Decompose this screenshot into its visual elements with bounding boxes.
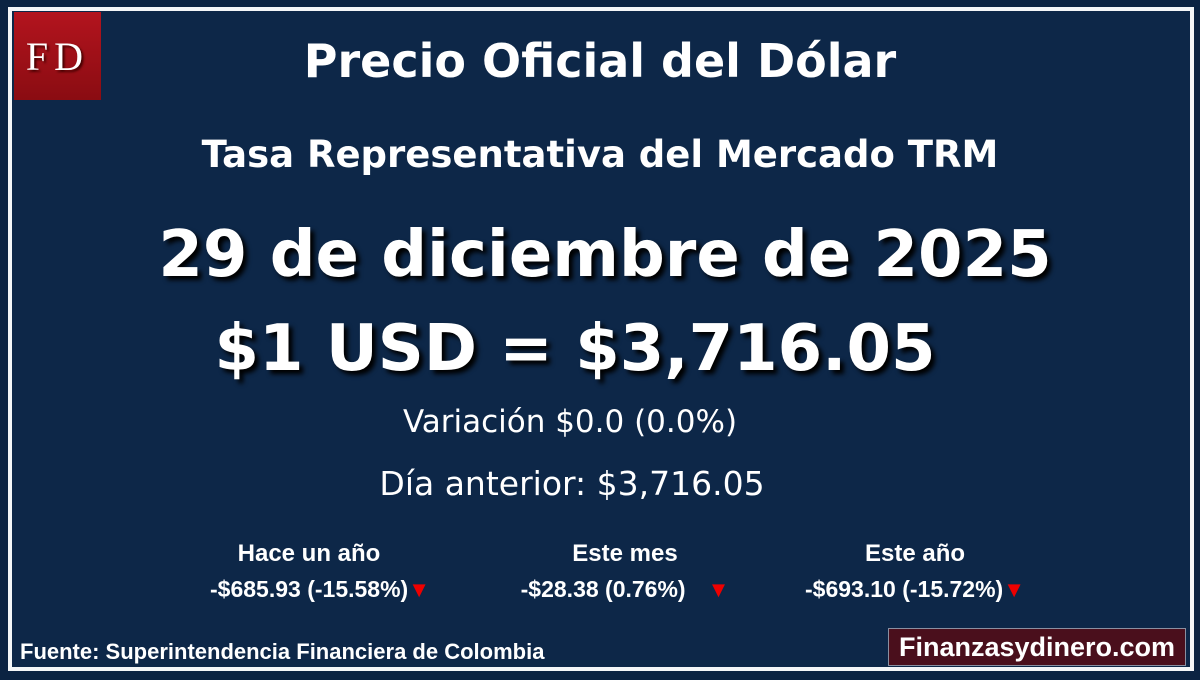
page-subtitle: Tasa Representativa del Mercado TRM bbox=[201, 133, 999, 176]
stat-value-row: -$685.93 (-15.58%)▼ bbox=[130, 576, 510, 603]
stat-year-ago: Hace un año -$685.93 (-15.58%)▼ bbox=[130, 540, 510, 603]
stat-this-year: Este año -$693.10 (-15.72%)▼ bbox=[725, 540, 1105, 603]
page-title: Precio Oficial del Dólar bbox=[303, 34, 897, 88]
stat-value: -$693.10 (-15.72%) bbox=[805, 576, 1004, 602]
stat-this-month: Este mes -$28.38 (0.76%) ▼ bbox=[435, 540, 815, 603]
exchange-rate: $1 USD = $3,716.05 bbox=[214, 312, 936, 386]
brand-text: Finanzasydinero.com bbox=[898, 631, 1176, 662]
triangle-down-icon: ▼ bbox=[408, 577, 430, 602]
source-note: Fuente: Superintendencia Financiera de C… bbox=[20, 639, 545, 664]
stat-value: -$28.38 (0.76%) bbox=[520, 576, 686, 602]
content-frame bbox=[8, 7, 1194, 671]
fd-logo: FD bbox=[14, 12, 101, 100]
stat-label: Este mes bbox=[572, 540, 678, 567]
stat-label: Hace un año bbox=[237, 540, 381, 567]
triangle-down-icon: ▼ bbox=[707, 577, 730, 602]
rate-date: 29 de diciembre de 2025 bbox=[158, 218, 1052, 292]
stat-label: Este año bbox=[864, 540, 966, 567]
stat-value: -$685.93 (-15.58%) bbox=[210, 576, 409, 602]
triangle-down-icon: ▼ bbox=[1003, 577, 1025, 602]
previous-day: Día anterior: $3,716.05 bbox=[379, 464, 765, 503]
logo-text: FD bbox=[25, 33, 90, 79]
stat-value-row: -$693.10 (-15.72%)▼ bbox=[725, 576, 1105, 603]
brand-badge: Finanzasydinero.com bbox=[888, 628, 1186, 666]
variation: Variación $0.0 (0.0%) bbox=[402, 404, 738, 440]
stat-value-row: -$28.38 (0.76%) ▼ bbox=[435, 576, 815, 603]
